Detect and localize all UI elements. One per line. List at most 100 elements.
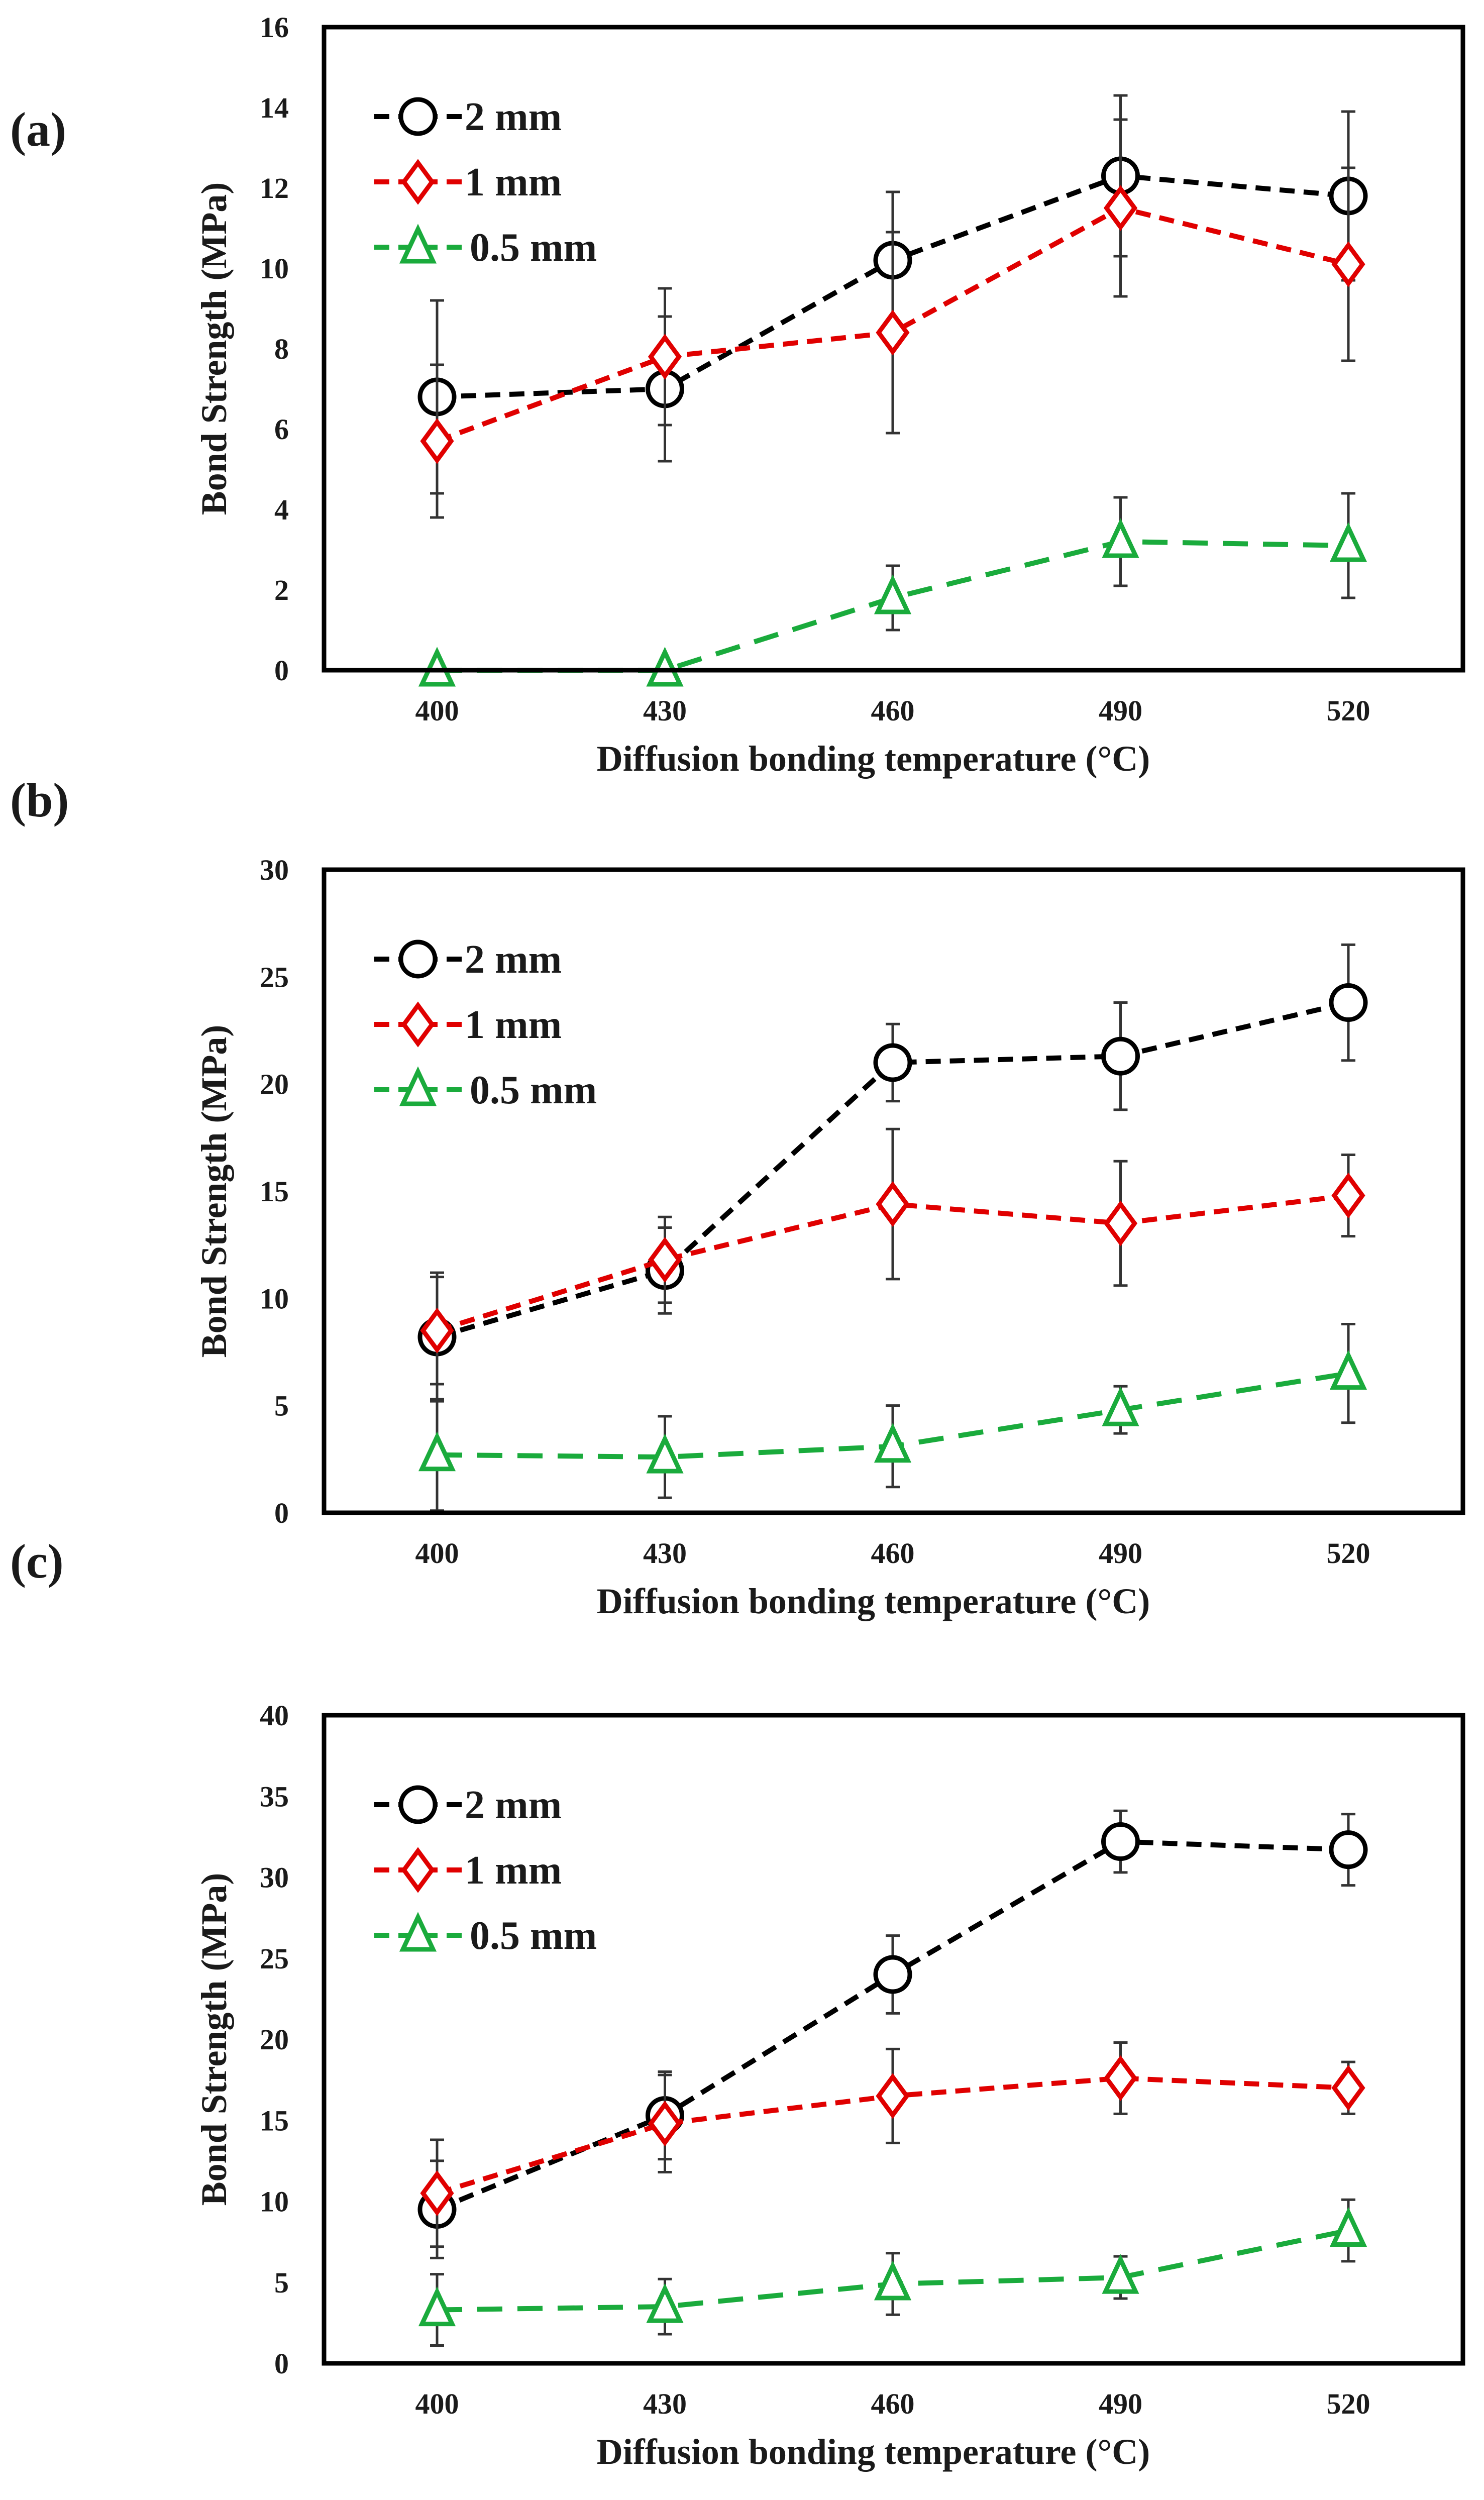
data-point	[876, 309, 910, 356]
x-tick-label: 460	[871, 2387, 915, 2420]
data-point	[874, 2260, 912, 2301]
chart-c: (c) 0 5 10 15 20 25 30 35 40 400 430 460 490 520 Diffus…	[10, 1534, 1465, 2472]
y-tick-label: 30	[260, 854, 289, 886]
x-tick-label: 490	[1099, 1537, 1142, 1570]
plot-frame	[322, 867, 1465, 1515]
series-line	[436, 1000, 1349, 1339]
data-point	[1102, 2254, 1139, 2294]
y-tick-label: 20	[260, 2023, 289, 2056]
series-1mm	[420, 2041, 1365, 2248]
legend-label: 1 mm	[465, 1848, 562, 1893]
legend-marker	[401, 1847, 435, 1893]
y-tick-label: 15	[260, 2104, 289, 2137]
series-05mm	[418, 2198, 1367, 2347]
legend-item: 1 mm	[374, 1001, 562, 1048]
legend-item: 0.5 mm	[374, 1066, 597, 1112]
y-tick-label: 16	[260, 11, 289, 44]
data-point	[420, 2170, 454, 2216]
y-axis-label: Bond Strength (MPa)	[194, 182, 234, 515]
data-point	[646, 1433, 684, 1474]
data-point	[1329, 1830, 1368, 1869]
y-axis-label: Bond Strength (MPa)	[194, 1873, 234, 2206]
legend-marker	[398, 940, 438, 979]
data-point	[1329, 983, 1368, 1022]
data-point	[648, 2101, 682, 2147]
legend-item: 2 mm	[374, 938, 562, 982]
data-point	[648, 334, 682, 380]
y-tick-label: 35	[260, 1780, 289, 1813]
legend-item: 1 mm	[374, 1847, 562, 1893]
y-tick-label: 10	[260, 1282, 289, 1315]
y-tick-label: 40	[260, 1699, 289, 1732]
x-tick-label: 520	[1327, 1537, 1370, 1570]
data-point	[1331, 1172, 1365, 1219]
x-tick-label: 520	[1327, 694, 1370, 727]
data-point	[1329, 2207, 1367, 2247]
y-tick-label: 10	[260, 252, 289, 285]
legend-marker	[398, 97, 438, 136]
legend-item: 2 mm	[374, 95, 562, 139]
plot-frame	[322, 25, 1465, 673]
y-tick-label: 25	[260, 961, 289, 993]
legend-item: 0.5 mm	[374, 1912, 597, 1958]
legend-marker	[399, 1912, 437, 1952]
legend-marker	[398, 1785, 438, 1824]
y-tick-label: 2	[274, 574, 289, 606]
data-point	[420, 1307, 454, 1353]
legend-item: 2 mm	[374, 1783, 562, 1827]
data-point	[873, 1955, 912, 1994]
data-point	[418, 2286, 456, 2327]
series-line	[436, 1839, 1349, 2212]
legend-label: 0.5 mm	[470, 1068, 597, 1112]
data-point	[646, 2283, 684, 2323]
x-tick-label: 430	[643, 2387, 687, 2420]
y-tick-label: 4	[274, 493, 289, 526]
x-axis-label: Diffusion bonding temperature (°C)	[597, 2432, 1150, 2472]
legend-label: 1 mm	[465, 1003, 562, 1047]
y-axis-label: Bond Strength (MPa)	[194, 1025, 234, 1358]
y-tick-label: 0	[274, 1497, 289, 1529]
y-tick-label: 10	[260, 2185, 289, 2218]
x-axis-label: Diffusion bonding temperature (°C)	[597, 739, 1150, 779]
data-point	[1331, 241, 1365, 287]
data-point	[1103, 185, 1138, 231]
y-tick-label: 12	[260, 172, 289, 204]
data-point	[1101, 1822, 1140, 1861]
series-05mm	[418, 1323, 1367, 1512]
data-point	[418, 1431, 456, 1472]
legend-label: 2 mm	[465, 938, 562, 982]
x-tick-label: 430	[643, 694, 687, 727]
data-point	[1103, 2055, 1138, 2101]
data-point	[873, 1043, 912, 1082]
legend-marker	[401, 1001, 435, 1048]
data-point	[1103, 1200, 1138, 1246]
x-tick-label: 400	[415, 694, 459, 727]
chart-b: (b) 0 5 10 15 20 25 30 400 430 460 490 520 Diffusion …	[10, 773, 1465, 1621]
legend-marker	[399, 224, 437, 264]
x-axis-label: Diffusion bonding temperature (°C)	[597, 1581, 1150, 1621]
data-point	[874, 1423, 912, 1463]
data-point	[876, 2073, 910, 2119]
x-tick-label: 460	[871, 694, 915, 727]
chart-a: (a) 0 2 4 6 8 10 12 14 16 400 430 460 490 520 Diffusion…	[10, 11, 1465, 779]
panel-label: (b)	[10, 773, 69, 827]
y-tick-label: 20	[260, 1068, 289, 1101]
y-tick-label: 15	[260, 1175, 289, 1208]
x-tick-label: 490	[1099, 2387, 1142, 2420]
y-tick-label: 8	[274, 333, 289, 365]
data-point	[1101, 1036, 1140, 1076]
y-tick-label: 6	[274, 413, 289, 446]
legend-label: 0.5 mm	[470, 226, 597, 270]
data-point	[648, 1236, 682, 1283]
y-tick-label: 5	[274, 1390, 289, 1422]
series-1mm	[420, 1127, 1365, 1386]
legend-label: 2 mm	[465, 1783, 562, 1827]
x-tick-label: 490	[1099, 694, 1142, 727]
x-tick-label: 400	[415, 2387, 459, 2420]
data-point	[1331, 2065, 1365, 2111]
data-point	[876, 1181, 910, 1227]
x-tick-label: 460	[871, 1537, 915, 1570]
data-point	[420, 418, 454, 464]
series-05mm	[418, 492, 1367, 687]
